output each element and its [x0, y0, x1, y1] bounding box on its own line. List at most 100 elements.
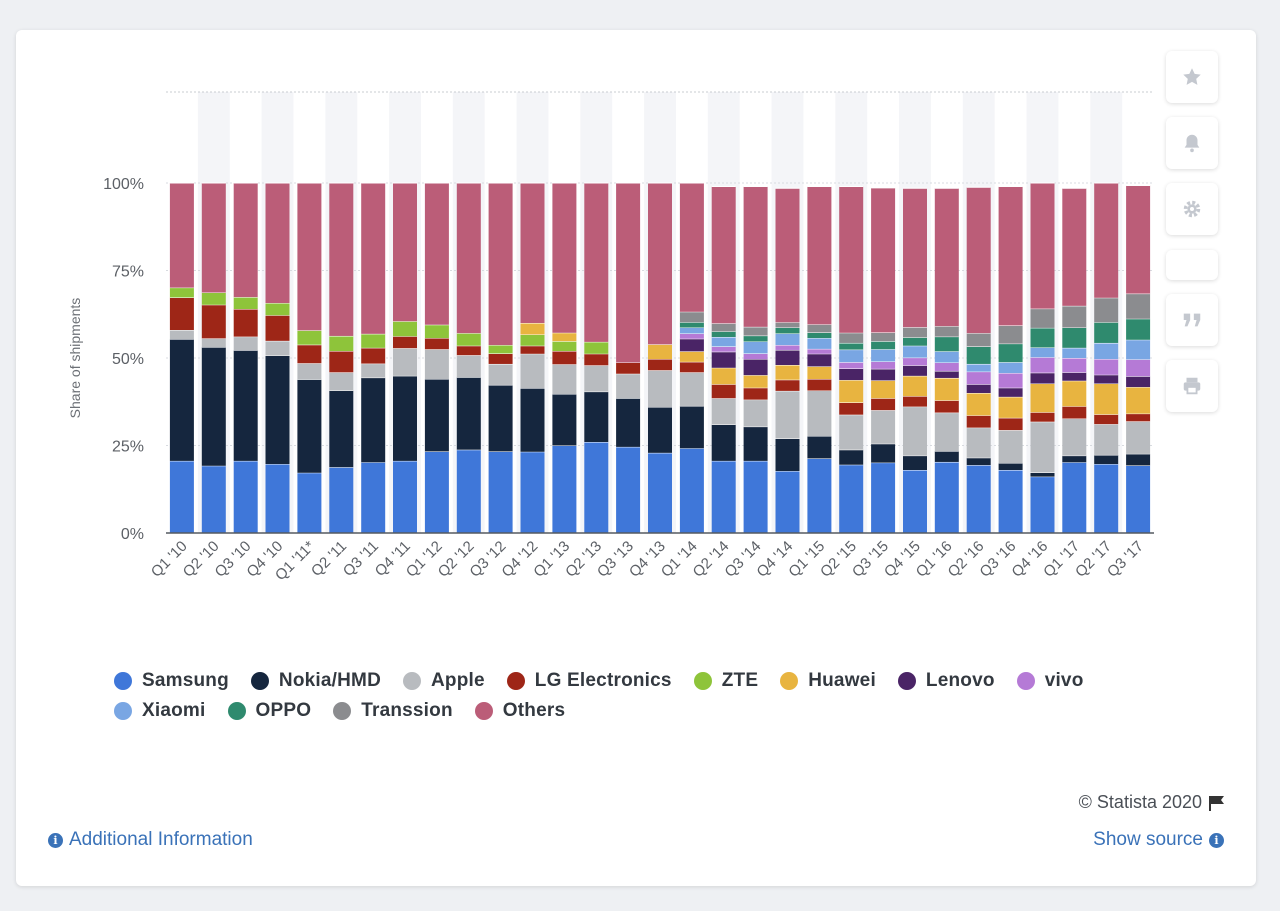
bar-segment-huawei	[1062, 380, 1087, 407]
bar-segment-xiaomi	[871, 349, 896, 362]
bar-segment-samsung	[1094, 464, 1119, 533]
bar-segment-lenovo	[998, 387, 1023, 397]
bar-segment-transsion	[807, 324, 832, 333]
bar-segment-apple	[520, 353, 545, 389]
legend-item-xiaomi[interactable]: Xiaomi	[114, 700, 206, 722]
bar-segment-apple	[361, 363, 386, 378]
bar-segment-samsung	[201, 465, 226, 533]
cite-button[interactable]	[1166, 294, 1218, 346]
legend-item-others[interactable]: Others	[474, 700, 565, 722]
legend-item-nokia-hmd[interactable]: Nokia/HMD	[250, 670, 381, 692]
bar-segment-others	[775, 188, 800, 323]
bar-segment-others	[998, 186, 1023, 326]
bar-segment-transsion	[1062, 305, 1087, 328]
bar-segment-others	[329, 183, 354, 336]
bar-segment-lg-electronics	[1094, 414, 1119, 425]
legend-item-samsung[interactable]: Samsung	[114, 670, 229, 692]
bar-segment-others	[679, 183, 704, 312]
bar-segment-others	[839, 186, 864, 333]
bar-segment-zte	[488, 345, 513, 354]
bar-segment-vivo	[775, 345, 800, 350]
bar-segment-xiaomi	[775, 333, 800, 346]
bar-segment-nokia-hmd	[329, 390, 354, 468]
bar-segment-apple	[169, 330, 194, 340]
bar-segment-samsung	[552, 445, 577, 533]
bar-segment-lg-electronics	[393, 336, 417, 349]
bar-segment-samsung	[297, 472, 322, 533]
bar-segment-oppo	[679, 322, 704, 328]
bar-segment-xiaomi	[1062, 347, 1087, 358]
bar-segment-others	[1126, 185, 1151, 294]
bar-segment-lg-electronics	[775, 379, 800, 391]
bar-segment-apple	[584, 365, 609, 392]
bar-segment-lg-electronics	[1062, 406, 1087, 419]
bar-segment-apple	[329, 372, 354, 391]
show-source-link[interactable]: Show source i	[1093, 829, 1224, 851]
bar-segment-transsion	[871, 332, 896, 342]
bar-segment-transsion	[775, 322, 800, 328]
legend-swatch	[1016, 672, 1035, 690]
bar-segment-lg-electronics	[679, 361, 704, 373]
bar-segment-others	[1094, 183, 1119, 298]
bar-segment-oppo	[871, 341, 896, 350]
bar-segment-others	[871, 187, 896, 333]
legend-item-vivo[interactable]: vivo	[1016, 670, 1084, 692]
bar-segment-others	[1030, 183, 1055, 309]
additional-information-link[interactable]: i Additional Information	[48, 829, 253, 851]
bar-segment-nokia-hmd	[265, 355, 290, 465]
bar-segment-zte	[361, 333, 386, 348]
notification-button[interactable]	[1166, 117, 1218, 169]
settings-button[interactable]	[1166, 183, 1218, 235]
blank-button[interactable]	[1166, 250, 1218, 280]
favorite-button[interactable]	[1166, 51, 1218, 103]
legend-item-apple[interactable]: Apple	[403, 670, 485, 692]
print-button[interactable]	[1166, 360, 1218, 412]
bar-segment-apple	[871, 410, 896, 444]
legend-item-lg-electronics[interactable]: LG Electronics	[506, 670, 672, 692]
bar-segment-others	[424, 183, 449, 325]
bar-segment-zte	[201, 292, 226, 305]
bar-segment-huawei	[839, 380, 864, 403]
y-tick-label: 100%	[103, 176, 144, 193]
bar-segment-samsung	[584, 442, 609, 533]
legend-item-zte[interactable]: ZTE	[693, 670, 759, 692]
bar-segment-apple	[998, 430, 1023, 463]
bar-segment-nokia-hmd	[807, 436, 832, 459]
bar-segment-huawei	[775, 365, 800, 380]
legend-item-transsion[interactable]: Transsion	[333, 700, 453, 722]
legend-label: Huawei	[808, 670, 876, 691]
bar-segment-transsion	[903, 327, 927, 338]
bar-segment-others	[201, 183, 226, 293]
bar-segment-samsung	[393, 460, 417, 533]
bar-segment-transsion	[934, 326, 959, 337]
bar-segment-samsung	[839, 464, 864, 533]
flag-icon[interactable]	[1208, 795, 1226, 811]
bar-segment-others	[903, 188, 927, 328]
bar-segment-nokia-hmd	[966, 457, 991, 466]
bar-segment-lenovo	[711, 351, 736, 368]
legend-item-lenovo[interactable]: Lenovo	[897, 670, 995, 692]
bar-segment-lenovo	[1126, 376, 1151, 388]
bar-segment-lg-electronics	[711, 384, 736, 399]
bar-segment-huawei	[934, 377, 959, 401]
bar-segment-zte	[329, 335, 354, 351]
bar-segment-vivo	[966, 371, 991, 385]
bar-segment-samsung	[616, 446, 641, 533]
bar-segment-apple	[1126, 421, 1151, 454]
bell-icon	[1184, 134, 1200, 153]
bar-segment-huawei	[998, 396, 1023, 418]
bar-segment-xiaomi	[1126, 339, 1151, 360]
bar-segment-lenovo	[966, 384, 991, 393]
y-axis-title: Share of shipments	[67, 298, 83, 419]
bar-segment-apple	[711, 398, 736, 425]
bar-segment-zte	[552, 341, 577, 351]
bar-segment-xiaomi	[934, 351, 959, 363]
bar-segment-lg-electronics	[839, 402, 864, 415]
bar-segment-nokia-hmd	[201, 347, 226, 466]
bar-segment-nokia-hmd	[552, 394, 577, 446]
bar-segment-others	[1062, 188, 1087, 306]
legend-label: Transsion	[361, 700, 453, 721]
bar-segment-lg-electronics	[648, 359, 672, 371]
legend-item-oppo[interactable]: OPPO	[227, 700, 312, 722]
legend-item-huawei[interactable]: Huawei	[780, 670, 876, 692]
